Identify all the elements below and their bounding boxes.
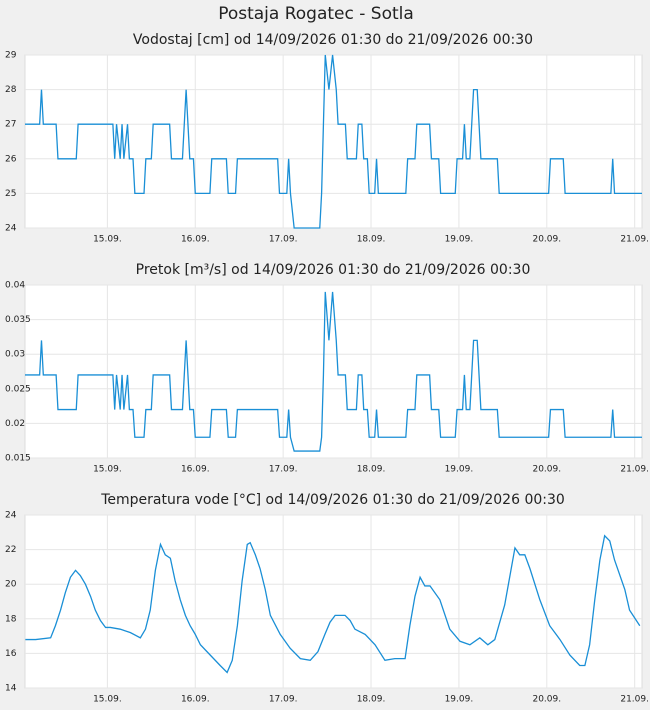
y-tick-label: 24 — [5, 224, 17, 234]
y-tick-label: 14 — [5, 684, 17, 694]
x-tick-label: 16.09. — [181, 235, 210, 245]
x-tick-label: 17.09. — [269, 235, 298, 245]
x-tick-label: 17.09. — [269, 465, 298, 475]
chart-title: Temperatura vode [°C] od 14/09/2026 01:3… — [100, 492, 565, 508]
y-tick-label: 0.035 — [5, 315, 31, 325]
x-tick-label: 18.09. — [357, 695, 386, 705]
y-tick-label: 25 — [5, 189, 16, 199]
y-tick-label: 0.02 — [5, 419, 25, 429]
page-title: Postaja Rogatec - Sotla — [218, 4, 414, 24]
x-tick-label: 17.09. — [269, 695, 298, 705]
x-tick-label: 18.09. — [357, 235, 386, 245]
x-tick-label: 21.09. — [620, 465, 649, 475]
x-tick-label: 19.09. — [445, 465, 474, 475]
y-tick-label: 0.025 — [5, 384, 31, 394]
y-tick-label: 0.015 — [5, 454, 31, 464]
x-tick-label: 15.09. — [93, 695, 122, 705]
data-line — [25, 534, 641, 674]
y-tick-label: 24 — [5, 511, 17, 521]
data-line — [25, 291, 642, 452]
chart-title: Vodostaj [cm] od 14/09/2026 01:30 do 21/… — [133, 32, 533, 48]
y-tick-label: 0.03 — [5, 350, 25, 360]
x-tick-label: 20.09. — [532, 235, 561, 245]
x-tick-label: 21.09. — [620, 235, 649, 245]
data-line — [25, 54, 642, 229]
y-tick-label: 16 — [5, 649, 17, 659]
chart-title: Pretok [m³/s] od 14/09/2026 01:30 do 21/… — [136, 262, 531, 278]
y-tick-label: 27 — [5, 120, 16, 130]
y-tick-label: 20 — [5, 580, 17, 590]
y-tick-label: 29 — [5, 51, 17, 61]
x-tick-label: 21.09. — [620, 695, 649, 705]
x-tick-label: 15.09. — [93, 465, 122, 475]
y-tick-label: 22 — [5, 545, 16, 555]
plot-area — [24, 514, 643, 689]
y-tick-label: 0.04 — [5, 281, 25, 291]
x-tick-label: 19.09. — [445, 235, 474, 245]
x-tick-label: 20.09. — [532, 695, 561, 705]
x-tick-label: 20.09. — [532, 465, 561, 475]
x-tick-label: 16.09. — [181, 465, 210, 475]
x-tick-label: 16.09. — [181, 695, 210, 705]
plot-area — [24, 284, 643, 459]
x-tick-label: 18.09. — [357, 465, 386, 475]
y-tick-label: 26 — [5, 154, 17, 164]
plot-area — [24, 54, 643, 229]
x-tick-label: 15.09. — [93, 235, 122, 245]
x-tick-label: 19.09. — [445, 695, 474, 705]
y-tick-label: 18 — [5, 614, 17, 624]
y-tick-label: 28 — [5, 85, 17, 95]
